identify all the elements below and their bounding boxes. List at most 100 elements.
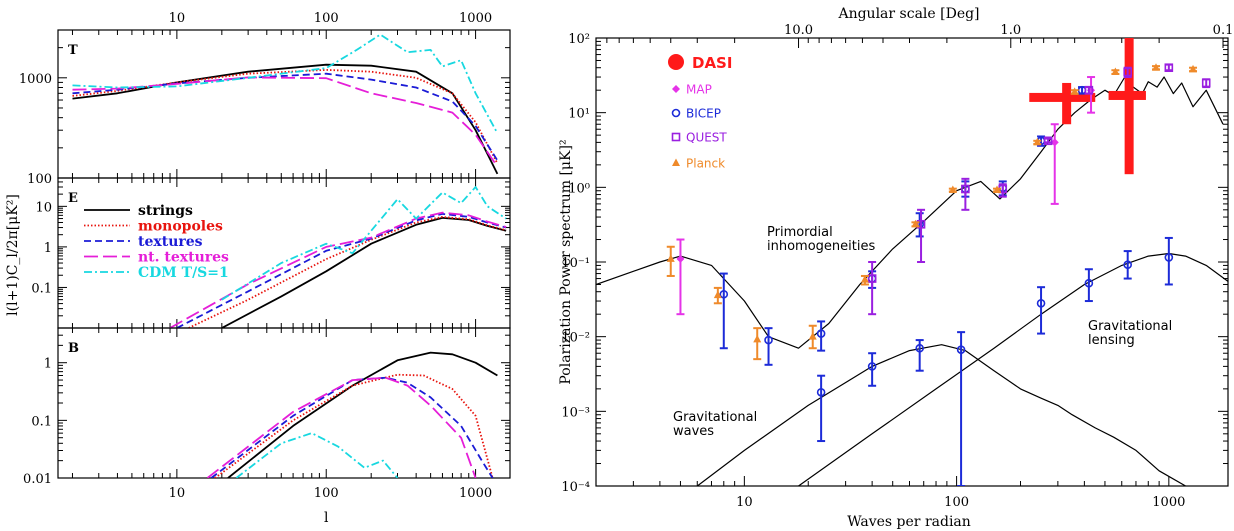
legend-quest-marker [671,132,681,142]
point-planck [1152,63,1160,71]
curve-gravitational-waves [696,344,1186,486]
point-quest [1123,67,1132,77]
x-axis-label: Waves per radian [847,514,971,530]
point-bicep [764,335,773,345]
point-planck [1189,64,1198,73]
top-x-tick-label: 1.0 [1000,23,1021,38]
right-panel [595,37,1229,487]
legend-map-marker [672,85,680,93]
point-bicep [719,289,729,299]
panel-B: 1 0.1 0.01 B [23,327,511,487]
legend-planck-marker [672,158,680,166]
point-planck [1070,87,1079,95]
y-tick-label: 1 [44,241,52,256]
point-quest [867,274,877,283]
bottom-x-tick-label: 100 [314,486,339,501]
point-map [676,254,685,263]
legend-dasi-marker [668,54,684,70]
legend-label: MAP [686,83,712,97]
point-quest [1084,85,1094,95]
point-bicep [1164,253,1174,262]
y-tick-label: 1000 [19,72,52,87]
point-quest [1164,63,1174,73]
point-planck [1033,137,1042,146]
curves [206,351,498,478]
point-bicep [867,362,877,371]
top-x-tick-label: 1000 [459,11,492,26]
y-tick-label: 100 [27,172,52,187]
curves [72,33,499,175]
point-bicep [956,345,966,354]
curve-cdm-t-s-1 [235,432,399,478]
point-planck [948,185,957,194]
legend-bicep-marker [671,108,681,118]
annotation: Gravitational [673,410,757,425]
y-tick-label: 0.01 [23,472,52,487]
point-bicep [1084,278,1094,288]
point-quest [961,184,970,194]
curves [169,186,507,328]
dasi-cross-v [1062,82,1072,125]
y-tick-label: 10 [35,200,52,215]
panel-label: E [68,191,78,206]
curve-strings [72,63,499,175]
top-x-tick-label: 100 [314,11,339,26]
legend-label: Planck [686,157,725,171]
panel-frame [57,177,511,329]
x2-axis-label: Angular scale [Deg] [837,6,979,22]
point-planck [992,185,1001,194]
legend-label: QUEST [686,131,727,145]
panel-label: B [68,341,79,356]
curve-strings [221,216,507,328]
legend-label: nt. textures [138,250,229,266]
y-axis-label: Polarization Power spectrum [μK]² [558,139,574,384]
legend-label: textures [138,234,203,250]
x-axis-label: l [324,510,329,526]
y-axis-label: l(l+1)C_l/2π[μK²] [5,194,21,316]
annotation: Gravitational [1088,319,1172,334]
point-bicep [1036,298,1046,308]
theory-curves [596,76,1228,486]
point-bicep [1123,260,1132,270]
y-tick-label: 10¹ [568,107,590,122]
point-bicep [816,387,826,397]
panel-label: T [68,43,78,58]
legend-label: CDM T/S=1 [138,265,229,281]
bottom-x-tick-label: 100 [944,495,969,510]
point-quest [1043,136,1053,146]
legend-label: BICEP [686,107,721,121]
annotation: Primordial [767,225,833,240]
point-bicep [915,343,924,353]
panel-E: 10 1 0.1 E [31,177,511,329]
legend-label: monopoles [138,219,223,235]
point-planck [911,219,920,228]
point-map [1050,138,1059,147]
legend-label: DASI [692,54,732,72]
y-tick-label: 10⁻² [561,331,590,346]
point-planck [713,290,722,299]
y-tick-label: 0.1 [31,281,52,296]
curve-textures [210,376,494,478]
bottom-x-tick-label: 1000 [1152,495,1185,510]
curve-strings [227,351,498,478]
top-x-tick-label: 0.1 [1213,23,1234,38]
curve-textures [72,72,499,161]
bottom-x-tick-label: 1000 [459,486,492,501]
y-tick-label: 0.1 [31,414,52,429]
y-tick-label: 10⁻³ [561,405,590,420]
y-tick-label: 1 [44,357,52,372]
top-x-tick-label: 10 [169,11,186,26]
annotation: lensing [1088,333,1135,348]
point-quest [1201,78,1211,88]
curve-monopoles [214,373,494,478]
point-planck [808,332,817,340]
curve-primordial [596,76,1224,349]
point-bicep [816,329,826,338]
panel-T: 1000 100 T [19,29,511,187]
point-planck [753,334,762,343]
panel-frame [57,29,511,179]
bottom-x-tick-label: 10 [736,495,753,510]
y-tick-label: 10⁰ [568,181,590,196]
top-x-tick-label: 10.0 [784,23,813,38]
